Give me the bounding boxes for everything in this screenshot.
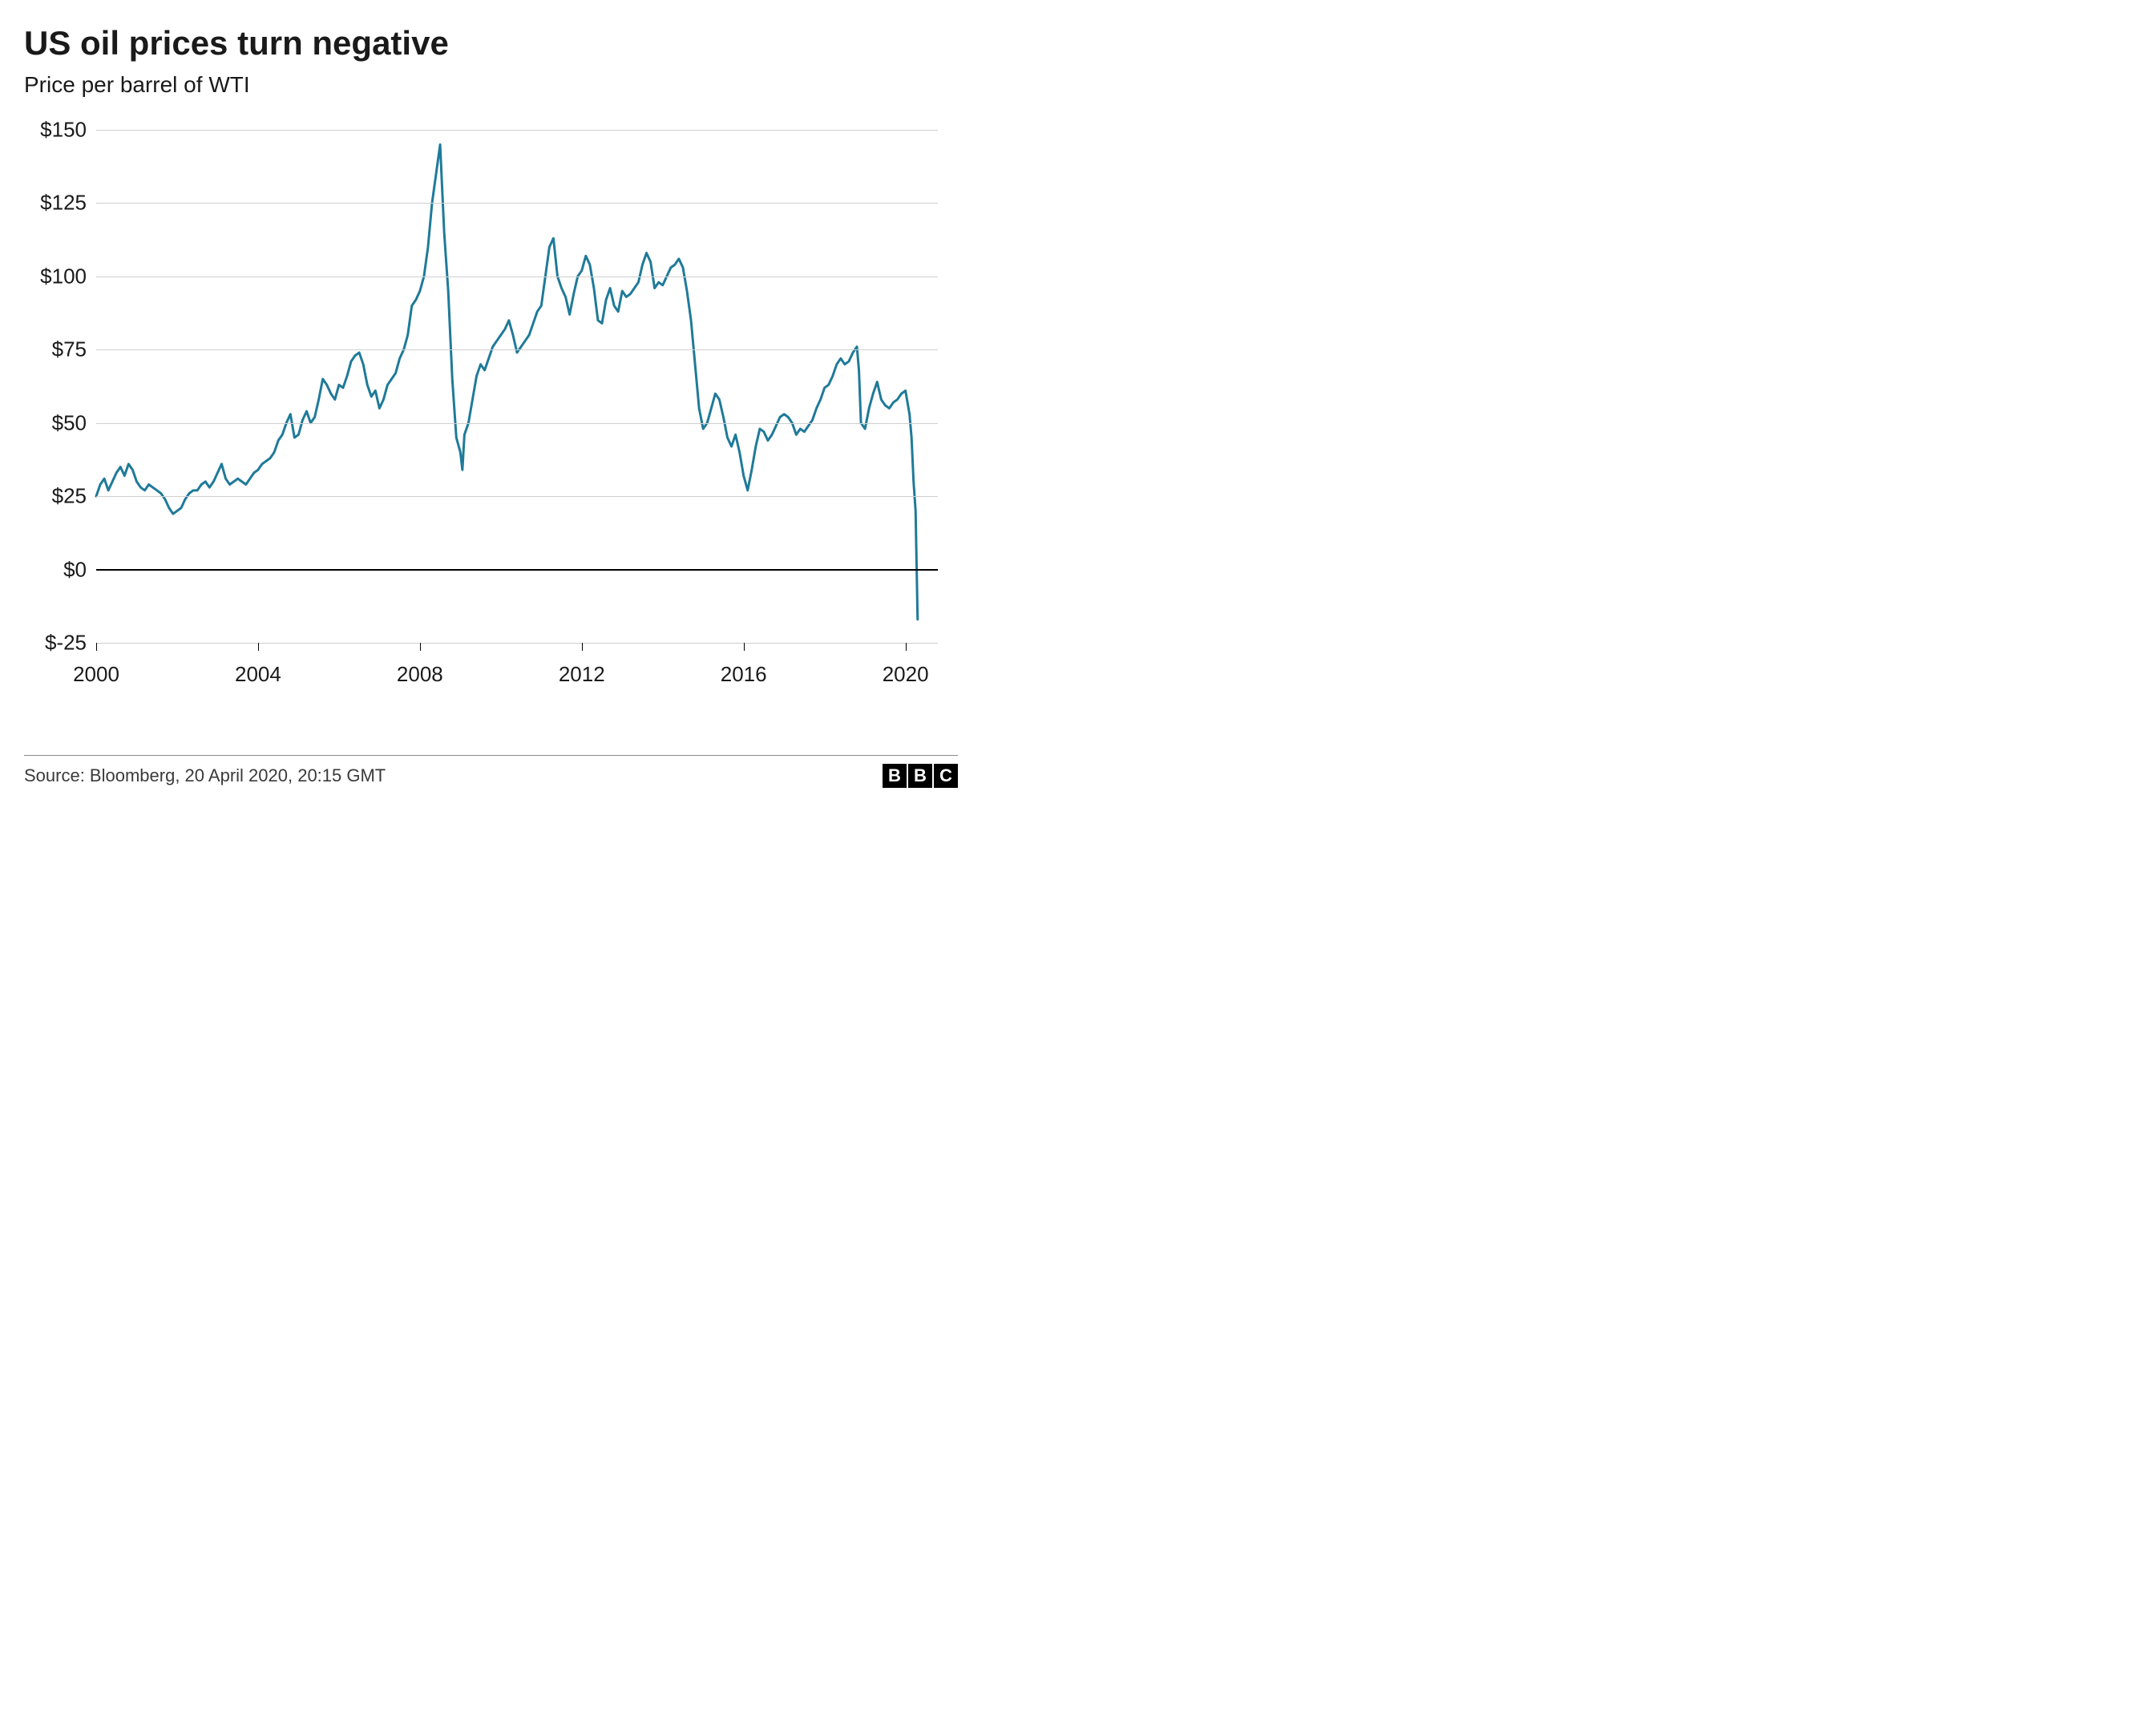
chart-container: US oil prices turn negative Price per ba…	[0, 0, 982, 804]
gridline	[96, 349, 938, 350]
x-tick	[96, 643, 97, 651]
x-axis-label: 2004	[235, 651, 281, 687]
gridline	[96, 130, 938, 131]
y-axis-label: $125	[40, 191, 96, 216]
bbc-logo-letter: B	[908, 764, 932, 788]
chart-footer: Source: Bloomberg, 20 April 2020, 20:15 …	[24, 755, 958, 788]
bbc-logo-letter: C	[934, 764, 958, 788]
bbc-logo: B B C	[883, 764, 958, 788]
x-tick	[420, 643, 421, 651]
x-axis-label: 2008	[397, 651, 443, 687]
y-axis-label: $25	[52, 484, 96, 509]
gridline	[96, 423, 938, 424]
plot-area: $-25$0$25$50$75$100$125$1502000200420082…	[96, 130, 938, 643]
x-tick	[906, 643, 907, 651]
y-axis-label: $100	[40, 264, 96, 289]
source-text: Source: Bloomberg, 20 April 2020, 20:15 …	[24, 765, 386, 786]
x-axis-label: 2016	[721, 651, 767, 687]
x-tick	[744, 643, 745, 651]
x-axis-label: 2012	[559, 651, 605, 687]
x-axis-label: 2000	[73, 651, 119, 687]
price-line	[96, 144, 918, 619]
chart-title: US oil prices turn negative	[24, 24, 958, 63]
y-axis-label: $50	[52, 410, 96, 435]
line-series-svg	[96, 130, 938, 643]
y-axis-label: $150	[40, 118, 96, 143]
x-axis-label: 2020	[883, 651, 929, 687]
chart-subtitle: Price per barrel of WTI	[24, 72, 958, 98]
y-axis-label: $0	[63, 557, 96, 582]
y-axis-label: $75	[52, 337, 96, 362]
zero-line	[96, 569, 938, 571]
chart-box: $-25$0$25$50$75$100$125$1502000200420082…	[24, 106, 958, 707]
x-tick	[582, 643, 583, 651]
bbc-logo-letter: B	[883, 764, 907, 788]
gridline	[96, 643, 938, 644]
x-tick	[258, 643, 259, 651]
gridline	[96, 496, 938, 497]
gridline	[96, 203, 938, 204]
